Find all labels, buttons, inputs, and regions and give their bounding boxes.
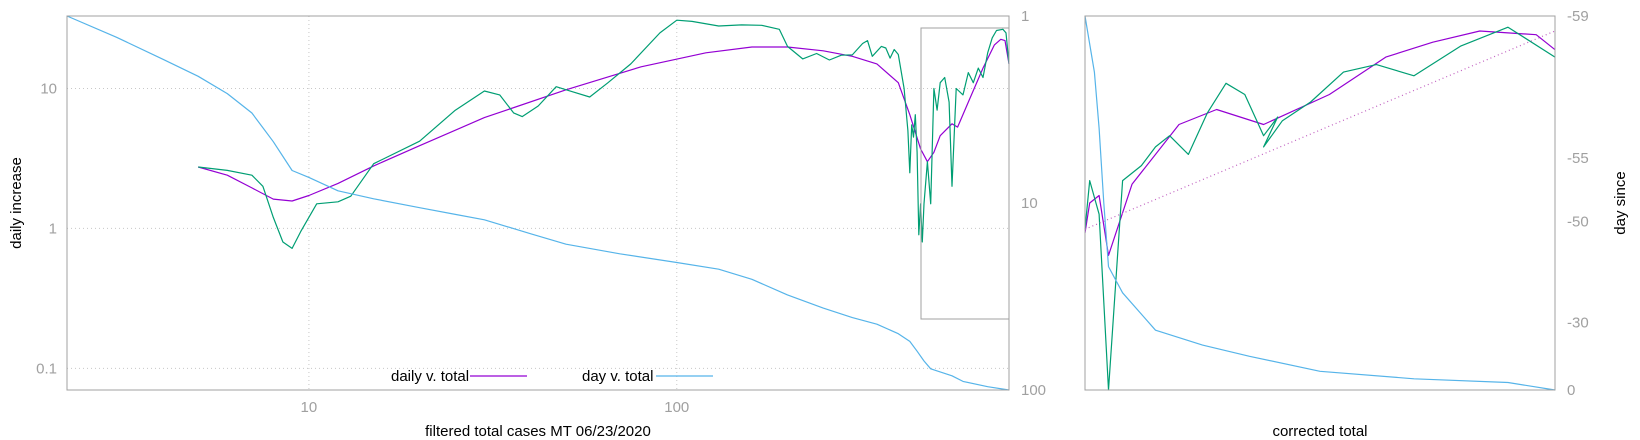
- side-plot-frame: [1084, 15, 1556, 391]
- side-y-tick-label: -55: [1567, 150, 1589, 167]
- side-series-line-3: [1084, 15, 1556, 391]
- x-tick-labels: 10 100: [301, 399, 690, 416]
- side-y-axis-label: day since: [1612, 171, 1629, 234]
- side-y-tick-label: -59: [1567, 8, 1589, 25]
- side-y-tick-label: -50: [1567, 214, 1589, 231]
- side-series-line-4: [1084, 30, 1556, 230]
- side-x-axis-label: corrected total: [1272, 423, 1367, 440]
- side-y-tick-label: -30: [1567, 315, 1589, 332]
- x-tick-label: 100: [664, 399, 689, 416]
- x-axis-label: filtered total cases MT 06/23/2020: [425, 423, 651, 440]
- y-axis-label: daily increase: [8, 157, 25, 249]
- inset-box: [920, 27, 1010, 320]
- y-tick-label: 10: [40, 81, 57, 98]
- y2-tick-labels: 1 10 100: [1021, 8, 1046, 399]
- y2-tick-label: 1: [1021, 8, 1029, 25]
- series-line-1: [198, 38, 1010, 202]
- y-tick-label: 0.1: [36, 360, 57, 377]
- y-tick-label: 1: [49, 220, 57, 237]
- legend-label-day: day v. total: [582, 368, 653, 385]
- side-y-tick-label: 0: [1567, 382, 1575, 399]
- series-line-3: [66, 15, 1010, 391]
- side-curves: [1084, 15, 1556, 391]
- x-tick-label: 10: [301, 399, 318, 416]
- y2-tick-label: 100: [1021, 382, 1046, 399]
- main-curves: [66, 15, 1010, 391]
- series-line-2: [198, 19, 1010, 249]
- side-y-tick-labels: -59 -55 -50 -30 0: [1567, 8, 1589, 399]
- side-chart: -59 -55 -50 -30 0 corrected total day since: [1084, 8, 1629, 440]
- y-tick-labels: 0.1 1 10: [36, 81, 57, 378]
- main-grid: [67, 16, 1009, 390]
- main-chart: 10 100 0.1 1 10 1 10 100 filtered total cases…: [8, 8, 1046, 440]
- side-series-line-1: [1084, 30, 1556, 256]
- legend: daily v. total day v. total: [391, 368, 713, 385]
- legend-label-daily: daily v. total: [391, 368, 469, 385]
- y2-tick-label: 10: [1021, 195, 1038, 212]
- main-plot-frame: [66, 15, 1010, 391]
- side-series-line-2: [1084, 26, 1556, 391]
